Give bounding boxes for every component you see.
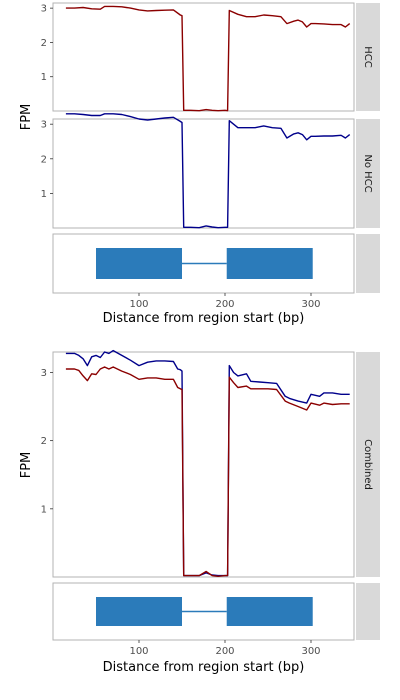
coverage-line-series-0	[65, 113, 351, 229]
y-tick-label: 3	[41, 120, 47, 131]
facet-strip-label: HCC	[362, 46, 373, 68]
y-tick-label: 1	[41, 189, 47, 200]
x-tick-label: 100	[129, 646, 148, 657]
x-axis-title: Distance from region start (bp)	[103, 660, 305, 675]
y-axis-title: FPM	[19, 104, 34, 131]
facet-panel-no-hcc: 1 2 3 No HCC	[41, 113, 380, 229]
y-tick-label: 3	[41, 4, 47, 15]
facet-strip	[356, 234, 380, 293]
facet-strip	[356, 119, 380, 228]
panel-border	[52, 118, 355, 229]
exon-block-0	[96, 597, 182, 626]
y-tick-label: 2	[41, 38, 47, 49]
facet-strip	[356, 3, 380, 111]
y-tick-label: 2	[41, 436, 47, 447]
x-tick-label: 300	[301, 646, 320, 657]
y-axis-title: FPM	[19, 452, 34, 479]
x-tick-label: 200	[215, 299, 234, 310]
facet-strip-label: Combined	[362, 439, 373, 490]
panel-border	[52, 2, 355, 112]
y-tick-label: 1	[41, 72, 47, 83]
x-tick-label: 300	[301, 299, 320, 310]
exon-block-0	[96, 248, 182, 279]
facet-strip	[356, 352, 380, 577]
x-axis-title: Distance from region start (bp)	[103, 311, 305, 326]
y-tick-label: 1	[41, 504, 47, 515]
coverage-line-series-0	[65, 5, 351, 112]
facet-strip	[356, 583, 380, 640]
gene-model-panel	[52, 582, 380, 641]
y-tick-label: 2	[41, 154, 47, 165]
panel-border	[52, 351, 355, 578]
exon-block-1	[226, 597, 313, 626]
coverage-line-series-1	[65, 366, 350, 577]
facet-panel-combined: 1 2 3 Combined	[41, 349, 380, 578]
x-tick-label: 100	[129, 299, 148, 310]
facet-strip-label: No HCC	[362, 154, 373, 192]
chart-group-1: 1 2 3 Combined 100 200 300 Distance from region…	[19, 349, 380, 675]
exon-block-1	[226, 248, 313, 279]
x-tick-label: 200	[215, 646, 234, 657]
facet-panel-hcc: 1 2 3 HCC	[41, 2, 380, 112]
y-tick-label: 3	[41, 368, 47, 379]
gene-model-panel	[52, 233, 380, 294]
